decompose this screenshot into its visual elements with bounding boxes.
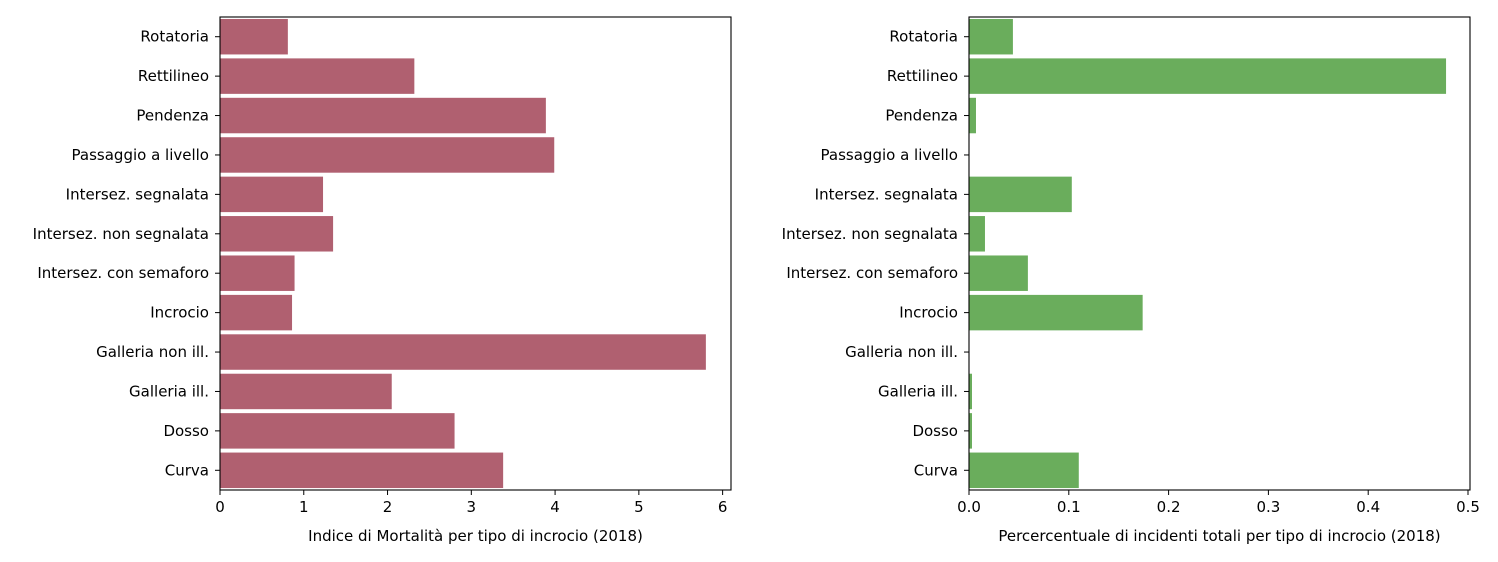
mortality-index-chart: Rotatoria Rettilineo Pendenza Passaggio a l… — [33, 16, 732, 545]
x-tick-label: 0.4 — [1356, 498, 1380, 516]
y-tick-label: Pendenza — [136, 107, 209, 125]
x-tick-label: 6 — [718, 498, 728, 516]
x-tick-label: 2 — [383, 498, 393, 516]
bar-galleria-non-ill — [220, 334, 706, 370]
y-tick-label: Passaggio a livello — [821, 146, 958, 164]
y-tick-label: Dosso — [912, 422, 958, 440]
y-tick-label: Curva — [914, 461, 958, 479]
y-tick-label: Intersez. segnalata — [815, 185, 958, 203]
y-tick-label: Passaggio a livello — [72, 146, 209, 164]
x-tick-label: 3 — [467, 498, 477, 516]
x-tick-label: 0.5 — [1456, 498, 1480, 516]
plot-frame — [968, 16, 1471, 491]
y-tick-label: Intersez. con semaforo — [786, 264, 958, 282]
bar-pendenza — [969, 97, 976, 134]
bar-incrocio — [220, 294, 293, 331]
x-tick-label: 1 — [299, 498, 309, 516]
x-axis-label: Indice di Mortalità per tipo di incrocio… — [308, 527, 643, 545]
bar-dosso — [220, 413, 455, 449]
bar-rotatoria — [220, 18, 288, 55]
x-tick-label: 0.0 — [957, 498, 981, 516]
bar-passaggio-a-livello — [220, 137, 555, 173]
incident-share-chart: Rotatoria Rettilineo Pendenza Passaggio a l… — [782, 16, 1480, 545]
x-tick-label: 5 — [634, 498, 644, 516]
y-tick-label: Intersez. con semaforo — [37, 264, 209, 282]
y-tick-label: Dosso — [163, 422, 209, 440]
bar-curva — [220, 452, 504, 489]
y-tick-label: Intersez. segnalata — [66, 185, 209, 203]
y-tick-label: Rotatoria — [140, 28, 209, 46]
bar-intersez-segnalata — [969, 176, 1072, 213]
bar-intersez-con-semaforo — [969, 255, 1028, 291]
y-tick-label: Incrocio — [899, 304, 958, 322]
bar-rettilineo — [969, 58, 1447, 94]
y-tick-label: Curva — [165, 461, 209, 479]
y-tick-label: Pendenza — [885, 107, 958, 125]
bar-incrocio — [969, 294, 1143, 331]
y-tick-label: Galleria ill. — [129, 382, 209, 400]
bar-rotatoria — [969, 18, 1013, 55]
y-tick-label: Intersez. non segnalata — [782, 225, 958, 243]
bar-intersez-non-segnalata — [969, 216, 985, 252]
x-tick-label: 0 — [215, 498, 225, 516]
x-tick-label: 0.3 — [1256, 498, 1280, 516]
y-tick-label: Galleria non ill. — [845, 343, 958, 361]
bar-curva — [969, 452, 1079, 489]
bar-pendenza — [220, 97, 546, 134]
x-tick-label: 4 — [550, 498, 560, 516]
y-tick-label: Galleria non ill. — [96, 343, 209, 361]
bar-galleria-ill — [220, 373, 392, 410]
bar-intersez-segnalata — [220, 176, 324, 213]
y-tick-label: Intersez. non segnalata — [33, 225, 209, 243]
y-tick-label: Rotatoria — [889, 28, 958, 46]
y-tick-label: Rettilineo — [138, 67, 209, 85]
bar-intersez-non-segnalata — [220, 216, 334, 252]
x-axis-label: Percercentuale di incidenti totali per t… — [998, 527, 1440, 545]
y-tick-label: Galleria ill. — [878, 382, 958, 400]
plot-frame — [219, 16, 732, 491]
bar-dosso — [969, 413, 972, 449]
bar-intersez-con-semaforo — [220, 255, 295, 291]
x-tick-label: 0.2 — [1157, 498, 1181, 516]
x-tick-label: 0.1 — [1057, 498, 1081, 516]
bar-galleria-ill — [969, 373, 972, 410]
bar-rettilineo — [220, 58, 415, 94]
y-tick-label: Rettilineo — [887, 67, 958, 85]
y-tick-label: Incrocio — [150, 304, 209, 322]
